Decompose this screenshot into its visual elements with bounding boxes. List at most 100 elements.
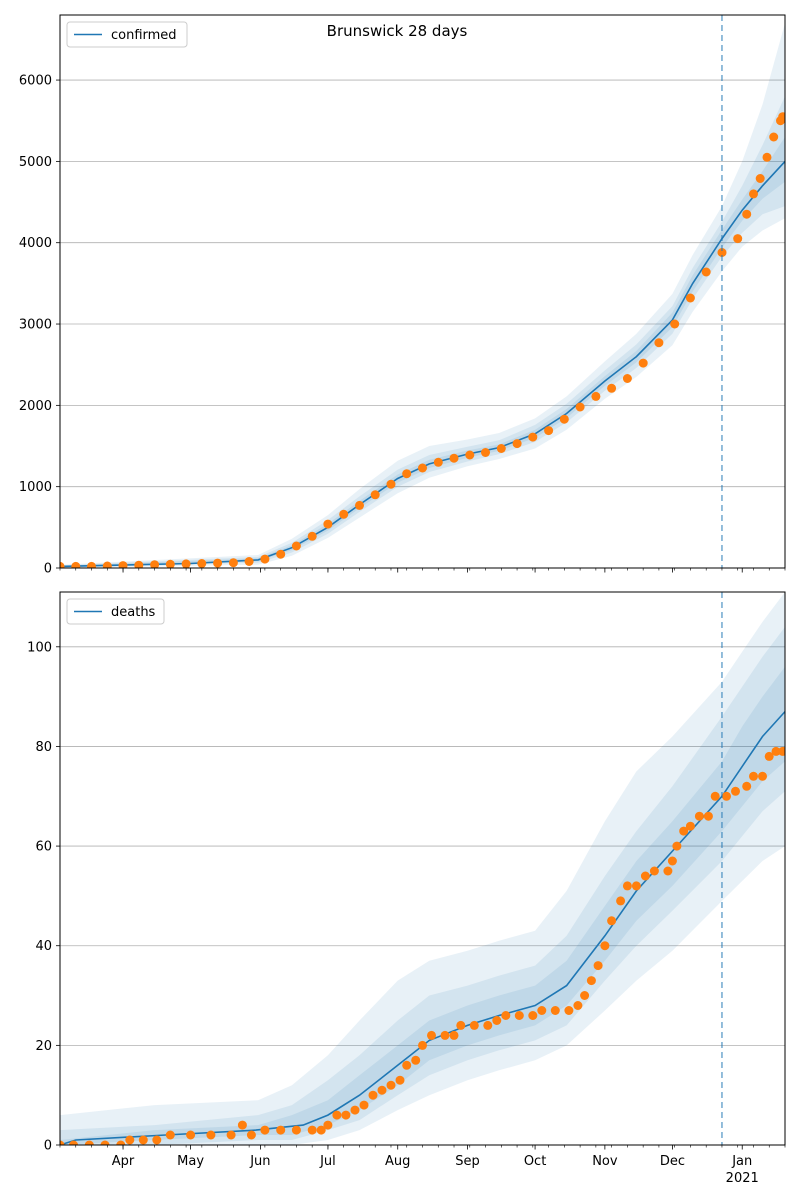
- x-tick-label: Sep: [455, 1154, 480, 1169]
- x-tick-label: Nov: [592, 1154, 618, 1169]
- observed-point: [769, 132, 779, 142]
- observed-point: [492, 1016, 502, 1025]
- observed-point: [550, 1006, 560, 1015]
- y-tick-label: 4000: [19, 236, 52, 251]
- observed-point: [226, 1130, 236, 1140]
- x-tick-label: Jun: [249, 1154, 270, 1169]
- y-tick-label: 80: [35, 740, 52, 755]
- y-tick-label: 60: [35, 840, 52, 855]
- observed-point: [607, 383, 617, 393]
- observed-point: [291, 541, 301, 551]
- observed-point: [402, 469, 412, 479]
- observed-point: [87, 561, 96, 568]
- observed-point: [60, 1140, 65, 1145]
- plot-area: [60, 592, 785, 1145]
- observed-point: [276, 549, 286, 559]
- observed-point: [573, 1001, 583, 1010]
- legend-label: confirmed: [111, 28, 177, 43]
- observed-point: [607, 916, 617, 926]
- observed-point: [244, 557, 254, 566]
- observed-point: [116, 1140, 126, 1145]
- x-year-label: 2021: [726, 1171, 759, 1186]
- observed-point: [341, 1110, 351, 1120]
- observed-point: [469, 1020, 479, 1030]
- x-tick-label: Jan: [731, 1154, 752, 1169]
- y-tick-label: 1000: [19, 480, 52, 495]
- observed-point: [228, 558, 238, 568]
- x-tick-label: Dec: [660, 1154, 685, 1169]
- observed-point: [559, 414, 569, 424]
- confirmed-panel: 0 1000 2000 3000 4000 5000 6000 confirmed: [19, 14, 786, 577]
- observed-point: [733, 234, 743, 244]
- observed-point: [685, 821, 695, 831]
- observed-point: [701, 267, 711, 277]
- observed-point: [512, 439, 522, 449]
- plot-area: [60, 23, 785, 568]
- observed-point: [749, 189, 758, 199]
- y-tick-label: 100: [27, 640, 52, 655]
- observed-point: [749, 771, 758, 781]
- observed-point: [638, 358, 648, 368]
- observed-point: [323, 1120, 333, 1130]
- observed-point: [722, 791, 731, 801]
- observed-point: [152, 1135, 162, 1145]
- observed-point: [679, 826, 689, 836]
- observed-point: [181, 559, 191, 568]
- observed-point: [449, 1030, 459, 1040]
- observed-point: [118, 561, 128, 568]
- y-tick-label: 5000: [19, 155, 52, 170]
- observed-point: [742, 781, 752, 791]
- observed-point: [703, 811, 713, 821]
- observed-point: [134, 560, 144, 568]
- observed-point: [528, 432, 538, 442]
- observed-point: [758, 771, 767, 781]
- observed-point: [165, 559, 175, 568]
- observed-point: [710, 791, 720, 801]
- observed-point: [528, 1011, 538, 1020]
- deaths-panel: 0 20 40 60 80 100 Apr May Jun Jul Aug Sep Oct Nov Dec J…: [27, 591, 786, 1186]
- observed-point: [575, 402, 585, 412]
- observed-point: [355, 500, 364, 510]
- observed-point: [237, 1120, 247, 1130]
- legend: deaths: [66, 598, 165, 625]
- band-outer: [60, 592, 785, 1145]
- observed-point: [591, 391, 601, 401]
- observed-point: [206, 1130, 216, 1140]
- observed-point: [514, 1011, 524, 1020]
- observed-point: [386, 1080, 396, 1090]
- observed-point: [69, 1140, 78, 1145]
- observed-point: [465, 450, 475, 460]
- observed-point: [764, 751, 774, 761]
- legend-label: deaths: [111, 605, 156, 620]
- band-outer: [60, 23, 785, 568]
- observed-point: [260, 554, 270, 564]
- observed-point: [125, 1135, 135, 1145]
- observed-point: [631, 881, 641, 891]
- legend-box: [66, 598, 165, 625]
- observed-point: [402, 1060, 412, 1070]
- observed-point: [449, 453, 459, 463]
- observed-point: [150, 560, 160, 568]
- observed-point: [778, 112, 785, 122]
- x-tick-label: Apr: [112, 1154, 135, 1169]
- observed-point: [600, 941, 610, 951]
- legend-box: [66, 21, 188, 48]
- observed-point: [440, 1030, 450, 1040]
- observed-point: [84, 1140, 94, 1145]
- x-tick-label: Oct: [524, 1154, 546, 1169]
- observed-point: [138, 1135, 148, 1145]
- observed-point: [544, 426, 554, 436]
- observed-point: [586, 976, 596, 986]
- observed-point: [60, 561, 65, 568]
- observed-point: [359, 1100, 369, 1110]
- observed-point: [755, 174, 765, 183]
- y-tick-label: 0: [44, 1139, 52, 1154]
- x-tick-label: May: [177, 1154, 204, 1169]
- observed-point: [742, 209, 752, 219]
- observed-point: [670, 319, 680, 329]
- observed-point: [197, 559, 207, 568]
- observed-point: [276, 1125, 286, 1135]
- observed-point: [649, 866, 659, 876]
- observed-point: [762, 152, 772, 162]
- observed-point: [778, 746, 785, 756]
